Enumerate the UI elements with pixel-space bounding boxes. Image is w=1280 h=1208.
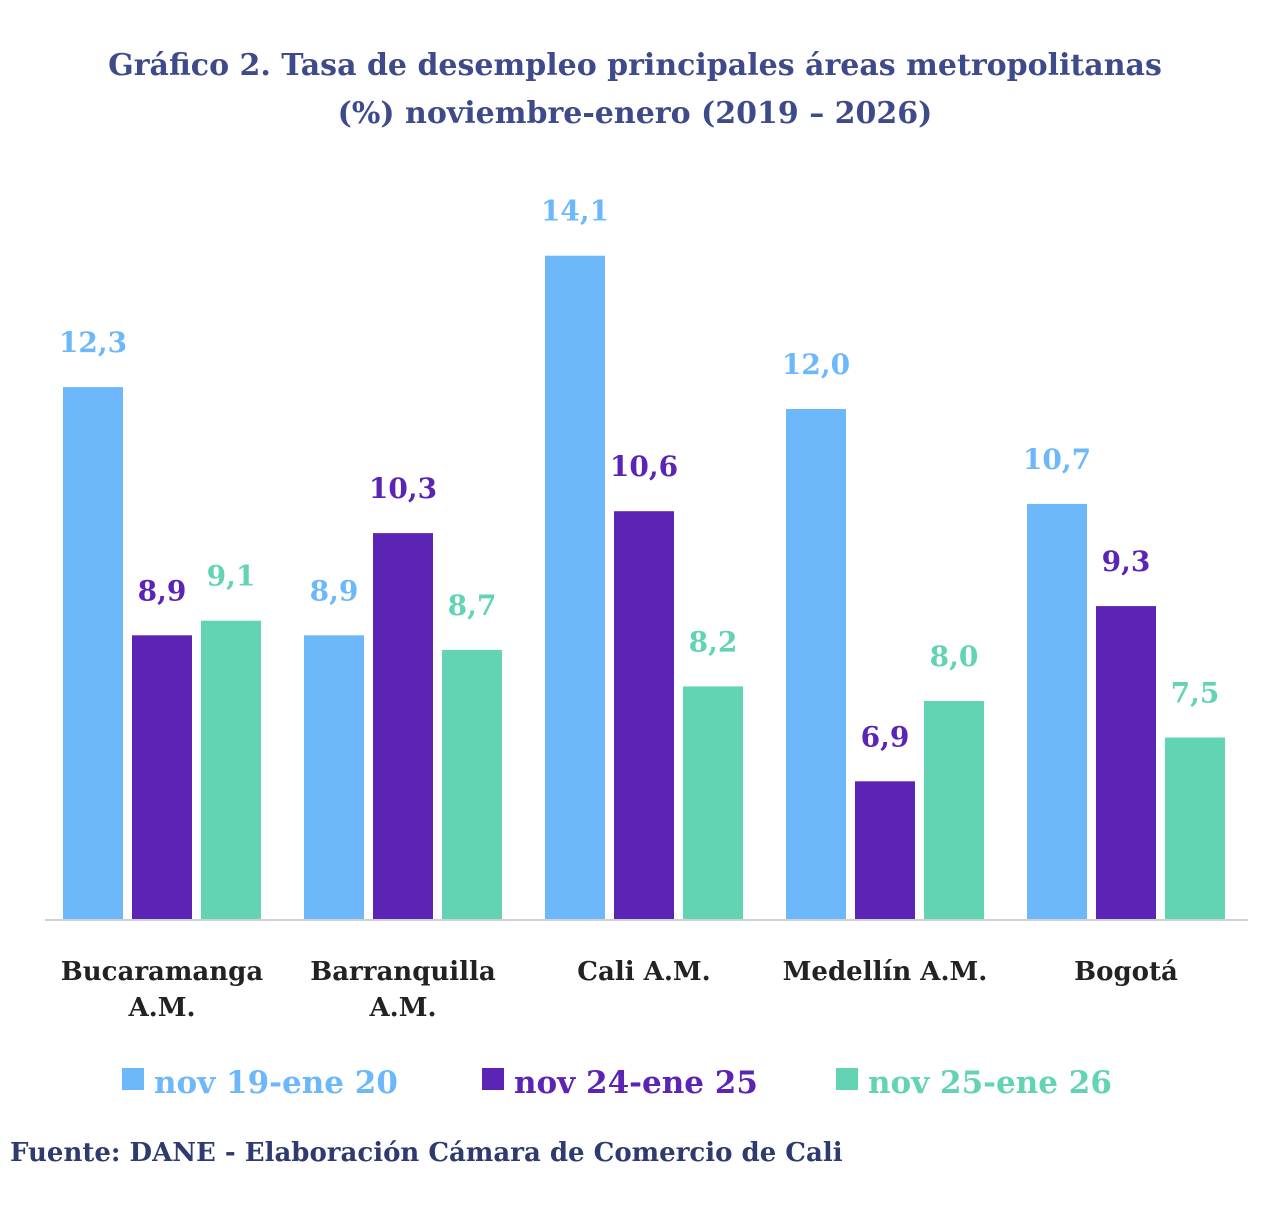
bar	[63, 387, 123, 921]
legend-label: nov 19-ene 20	[154, 1065, 398, 1101]
data-label: 8,9	[138, 574, 187, 607]
bar	[1165, 737, 1225, 920]
data-label: 12,3	[59, 326, 127, 359]
chart-title-line1: Gráfico 2. Tasa de desempleo principales…	[108, 48, 1162, 83]
data-label: 10,7	[1023, 443, 1091, 476]
bar	[373, 533, 433, 920]
data-label: 8,2	[689, 625, 738, 658]
legend-label: nov 25-ene 26	[868, 1065, 1112, 1101]
data-label: 9,1	[207, 560, 256, 593]
category-label: A.M.	[368, 993, 436, 1023]
category-label: Bucaramanga	[61, 957, 264, 987]
category-label: A.M.	[127, 993, 195, 1023]
data-label: 12,0	[782, 348, 850, 381]
legend-swatch	[122, 1068, 144, 1090]
data-label: 14,1	[541, 195, 609, 228]
legend-swatch	[482, 1068, 504, 1090]
bar	[304, 635, 364, 920]
chart-title-line2: (%) noviembre-enero (2019 – 2026)	[337, 96, 933, 131]
data-label: 6,9	[861, 720, 910, 753]
bar	[855, 781, 915, 920]
category-label: Medellín A.M.	[783, 957, 988, 987]
bar	[201, 620, 261, 920]
bar	[442, 649, 502, 920]
source-note: Fuente: DANE - Elaboración Cámara de Com…	[10, 1138, 843, 1168]
data-label: 10,6	[610, 450, 678, 483]
category-label: Barranquilla	[310, 957, 496, 987]
category-label: Cali A.M.	[577, 957, 710, 987]
bar	[614, 511, 674, 920]
data-label: 9,3	[1102, 545, 1151, 578]
data-label: 7,5	[1171, 677, 1220, 710]
bar	[786, 409, 846, 920]
data-label: 8,0	[930, 640, 979, 673]
bar	[132, 635, 192, 920]
bar	[683, 686, 743, 920]
category-label: Bogotá	[1074, 957, 1178, 987]
data-label: 8,7	[448, 589, 497, 622]
bar	[545, 255, 605, 920]
bar	[1027, 503, 1087, 920]
legend-label: nov 24-ene 25	[514, 1065, 758, 1101]
legend-swatch	[836, 1068, 858, 1090]
data-label: 10,3	[369, 472, 437, 505]
data-label: 8,9	[310, 574, 359, 607]
bar	[924, 701, 984, 920]
bar	[1096, 606, 1156, 920]
